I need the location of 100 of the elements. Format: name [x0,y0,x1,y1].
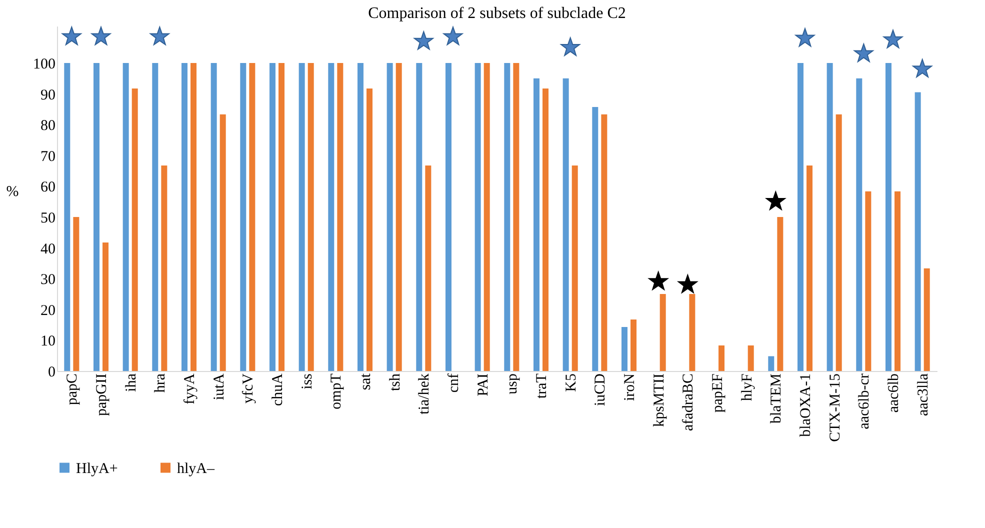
x-tick-label: iuCD [592,373,609,406]
bar [73,216,80,371]
x-tick-label: PAI [475,374,492,396]
bar [64,62,70,371]
y-tick-label: 10 [40,334,56,350]
bar [152,62,158,371]
x-tick-label: iroN [622,373,638,401]
bar [474,62,481,371]
x-tick-label: papC [64,374,81,406]
bar [298,62,305,371]
bar [826,62,833,371]
x-tick-label: yfcV [240,373,257,404]
bar [592,107,598,371]
x-tick-label: ompT [328,374,345,410]
x-tick-label: papEF [710,374,726,413]
bar [328,62,334,371]
bar [161,166,168,371]
x-tick-label: K5 [563,374,580,392]
bar [797,62,804,371]
y-tick-label: 60 [40,180,56,196]
bar [210,62,217,371]
bar [865,191,872,371]
bar [885,62,892,371]
x-tick-label: hlyF [739,374,756,402]
bar [542,88,549,371]
bar [278,62,285,371]
bar [768,356,774,371]
x-tick-label: usp [504,374,521,394]
x-tick-label: chuA [270,373,286,406]
bar [601,114,608,371]
bar [630,320,637,371]
bar [366,88,373,371]
x-tick-label: aac6lb-cr [856,374,873,430]
x-tick-label: tia/hek [416,373,433,414]
bar [513,62,520,371]
y-tick-label: 50 [40,210,56,226]
bar [386,62,393,371]
x-tick-label: CTX-M-15 [827,374,844,442]
y-tick-label: 100 [33,56,56,72]
bar [572,166,578,371]
x-tick-label: afadraBC [680,374,697,431]
bar [689,294,696,371]
bar [621,326,628,371]
x-tick-label: papGII [94,374,110,416]
bar [748,345,754,371]
bar [894,191,901,371]
bar [660,294,666,371]
bar [181,62,188,371]
x-tick-label: hra [152,373,169,393]
bar [718,345,725,371]
x-tick-label: iha [123,373,140,392]
bar [240,62,246,371]
bar [93,62,100,371]
x-tick-label: aac3lla [915,373,932,416]
x-tick-label: fyyA [182,373,198,404]
bar [249,62,256,371]
bar [533,78,540,371]
x-tick-label: kpsMTII [651,373,668,427]
x-tick-label: sat [358,372,374,390]
y-tick-label: 70 [40,148,56,165]
bar [132,88,138,371]
y-tick-label: 80 [40,118,56,134]
bar [357,62,364,371]
bar [924,268,930,371]
y-tick-label: 30 [40,272,56,288]
y-tick-label: 0 [48,364,56,380]
bar [806,166,813,371]
bar [836,114,842,371]
bar [562,78,569,371]
x-tick-label: traT [534,374,550,398]
legend-label: HlyA+ [76,460,118,477]
y-tick-label: 20 [40,302,56,319]
y-tick-label: 40 [40,241,56,258]
x-tick-label: iutA [211,373,228,400]
bar [220,114,226,371]
bar [856,78,862,371]
bar [484,62,490,371]
y-tick-label: 90 [40,87,56,104]
bar [416,62,422,371]
y-axis-title: % [6,184,19,200]
chart-title: Comparison of 2 subsets of subclade C2 [368,5,626,22]
x-tick-label: iss [299,373,316,390]
bar [122,62,129,371]
x-tick-label: tsh [387,373,404,392]
bar [308,62,314,371]
bar [777,216,784,371]
x-tick-label: blaTEM [768,374,785,424]
legend-label: hlyA– [177,460,215,477]
bar [337,62,344,371]
bar [914,92,921,371]
bar [425,166,432,371]
bar [396,62,402,371]
x-tick-label: aac6lb [886,374,902,413]
x-tick-label: blaOXA-1 [798,374,814,437]
bar [504,62,510,371]
bar [445,62,452,371]
bar [269,62,276,371]
bar [102,242,109,371]
bar [190,62,197,371]
x-tick-label: cnf [446,374,462,393]
